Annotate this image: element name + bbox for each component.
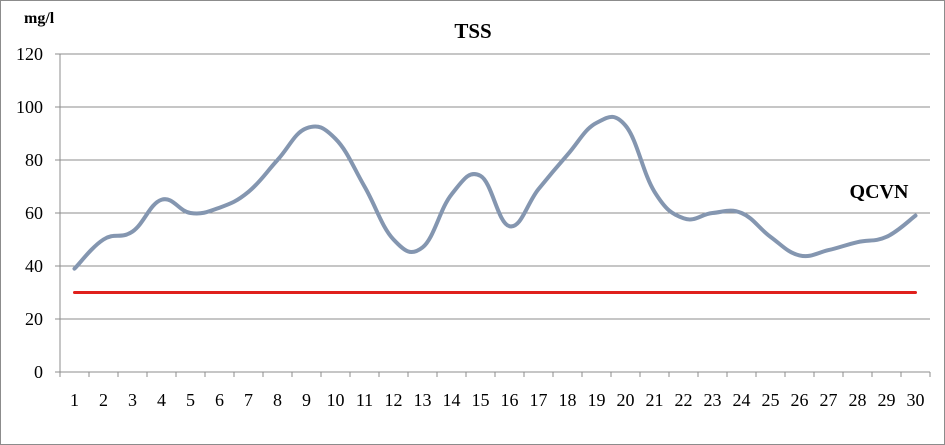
qcvn-annotation: QCVN (850, 181, 909, 203)
y-tick-label-100: 100 (16, 97, 43, 117)
x-tick-label-4: 4 (157, 390, 166, 410)
x-tick-label-17: 17 (530, 390, 548, 410)
x-tick-label-10: 10 (327, 390, 345, 410)
x-tick-label-15: 15 (472, 390, 490, 410)
x-tick-label-7: 7 (244, 390, 253, 410)
x-tick-label-23: 23 (704, 390, 722, 410)
x-tick-labels: 1 2 3 4 5 6 7 8 9 10 11 12 13 14 15 16 17 18 19 20 21 22 23 24 2… (70, 390, 925, 410)
x-tick-label-21: 21 (646, 390, 664, 410)
axes (55, 53, 931, 377)
tss-series-line (72, 114, 918, 271)
x-tick-label-24: 24 (733, 390, 751, 410)
x-tick-label-26: 26 (791, 390, 809, 410)
chart-title: TSS (454, 19, 491, 43)
y-tick-label-120: 120 (16, 44, 43, 64)
y-tick-label-60: 60 (25, 203, 43, 223)
y-tick-label-80: 80 (25, 150, 43, 170)
x-tick-label-13: 13 (414, 390, 432, 410)
x-tick-label-16: 16 (501, 390, 519, 410)
series-lines (72, 114, 918, 294)
y-tick-label-0: 0 (34, 362, 43, 382)
x-tick-label-1: 1 (70, 390, 79, 410)
x-tick-label-25: 25 (762, 390, 780, 410)
x-tick-label-6: 6 (215, 390, 224, 410)
x-tick-label-3: 3 (128, 390, 137, 410)
y-tick-labels: 0 20 40 60 80 100 120 (16, 44, 43, 382)
x-tick-label-14: 14 (443, 390, 461, 410)
x-tick-label-8: 8 (273, 390, 282, 410)
y-tick-label-20: 20 (25, 309, 43, 329)
x-tick-label-29: 29 (878, 390, 896, 410)
x-tick-label-5: 5 (186, 390, 195, 410)
x-tick-label-19: 19 (588, 390, 606, 410)
x-tick-label-28: 28 (849, 390, 867, 410)
gridlines (60, 53, 930, 320)
y-axis-unit-label: mg/l (24, 10, 55, 27)
x-tick-label-2: 2 (99, 390, 108, 410)
x-tick-label-27: 27 (820, 390, 838, 410)
x-tick-label-30: 30 (907, 390, 925, 410)
x-tick-label-22: 22 (675, 390, 693, 410)
x-tick-label-20: 20 (617, 390, 635, 410)
x-tick-label-12: 12 (385, 390, 403, 410)
y-tick-label-40: 40 (25, 256, 43, 276)
x-tick-label-18: 18 (559, 390, 577, 410)
x-tick-label-11: 11 (356, 390, 373, 410)
x-tick-label-9: 9 (302, 390, 311, 410)
